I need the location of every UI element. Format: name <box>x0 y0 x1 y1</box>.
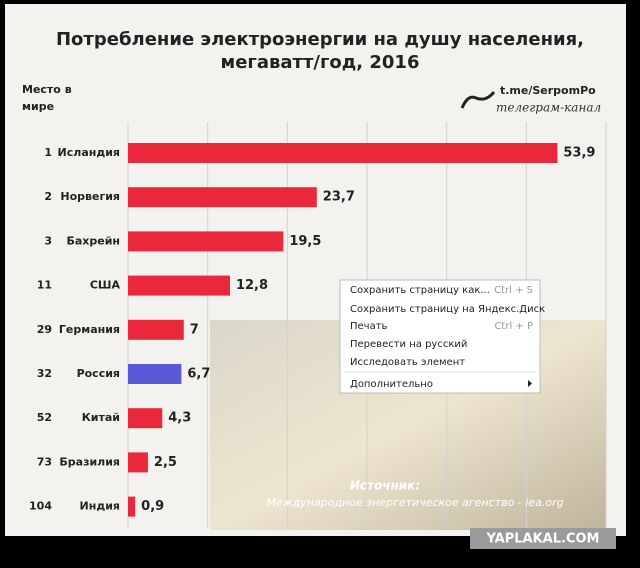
menu-item[interactable]: Печать <box>350 321 388 332</box>
footer: YAPLAKAL.COM <box>486 532 600 547</box>
value-label: 7 <box>190 322 199 337</box>
rank-label: 104 <box>29 500 52 513</box>
value-label: 6,7 <box>187 367 210 382</box>
y-tick-label: Китай <box>82 411 120 424</box>
menu-item[interactable]: Дополнительно <box>350 379 433 390</box>
value-label: 2,5 <box>154 455 177 470</box>
source-label: Источник: <box>350 479 420 493</box>
watermark-caption: телеграм-канал <box>496 101 601 115</box>
menu-item[interactable]: Исследовать элемент <box>350 357 465 368</box>
value-label: 53,9 <box>563 146 595 161</box>
context-menu <box>339 279 541 394</box>
rank-label: 73 <box>37 455 52 468</box>
bar <box>128 408 163 429</box>
watermark-logo <box>460 91 496 109</box>
y-tick-label: Индия <box>80 500 120 513</box>
footer-badge <box>470 528 616 549</box>
rank-label: 29 <box>37 323 52 336</box>
bar <box>128 231 284 252</box>
bar <box>128 319 184 340</box>
rank-label: 32 <box>37 367 52 380</box>
y-tick-label: Германия <box>59 323 120 336</box>
value-label: 0,9 <box>141 499 164 514</box>
value-label: 19,5 <box>289 234 321 249</box>
submenu-arrow <box>528 380 532 387</box>
menu-item[interactable]: Сохранить страницу на Яндекс.Диск <box>350 304 545 315</box>
menu-shortcut: Ctrl + P <box>494 321 533 332</box>
value-label: 4,3 <box>168 411 191 426</box>
y-tick-label: Бахрейн <box>66 234 120 247</box>
bar <box>128 496 136 517</box>
bar <box>128 452 148 473</box>
rank-label: 11 <box>37 279 52 292</box>
value-label: 12,8 <box>236 278 268 293</box>
bar <box>128 275 230 296</box>
y-tick-label: Россия <box>77 367 120 380</box>
rank-label: 2 <box>44 190 52 203</box>
value-label: 23,7 <box>323 190 355 205</box>
menu-item[interactable]: Перевести на русский <box>350 339 467 350</box>
watermark-link: t.me/SerpomPo <box>500 84 596 97</box>
y-axis-label: Место в <box>22 83 72 96</box>
y-tick-label: Норвегия <box>60 190 120 203</box>
chart-title: мегаватт/год, 2016 <box>221 52 420 73</box>
y-tick-label: Исландия <box>58 146 120 159</box>
rank-label: 52 <box>37 411 52 424</box>
source-text: Международное энергетическое агенство - … <box>266 496 563 509</box>
y-tick-label: Бразилия <box>59 455 120 468</box>
menu-item[interactable]: Сохранить страницу как... <box>350 285 490 296</box>
menu-shortcut: Ctrl + S <box>494 285 533 296</box>
rank-label: 3 <box>44 234 52 247</box>
bar <box>128 143 558 163</box>
chart-title: Потребление электроэнергии на душу насел… <box>56 29 584 50</box>
bar <box>128 364 182 384</box>
bar <box>128 187 317 208</box>
y-tick-label: США <box>90 279 121 292</box>
rank-label: 1 <box>44 146 52 159</box>
y-axis-label: мире <box>22 100 54 113</box>
